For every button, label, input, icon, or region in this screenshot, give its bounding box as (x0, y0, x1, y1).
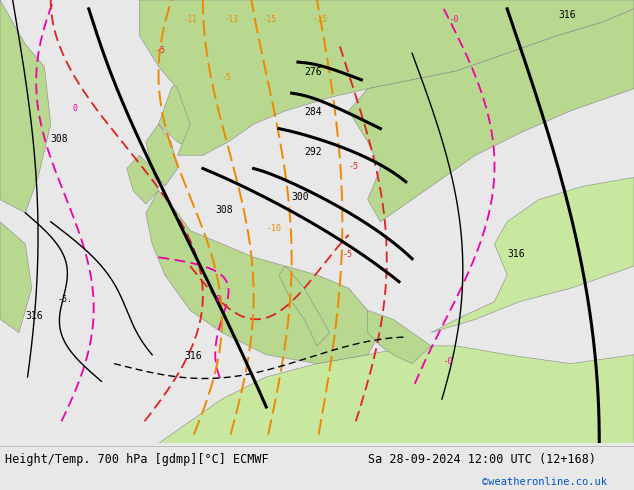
Text: 292: 292 (304, 147, 322, 157)
Polygon shape (349, 9, 634, 221)
Text: -5: -5 (155, 46, 165, 55)
Polygon shape (158, 346, 634, 443)
Polygon shape (279, 266, 330, 346)
Text: 284: 284 (304, 107, 322, 117)
Polygon shape (127, 155, 158, 204)
Text: -5: -5 (222, 73, 232, 82)
Polygon shape (146, 124, 178, 186)
Text: -0: -0 (444, 357, 453, 366)
Polygon shape (0, 0, 51, 213)
Text: Sa 28-09-2024 12:00 UTC (12+168): Sa 28-09-2024 12:00 UTC (12+168) (368, 453, 596, 466)
Text: 308: 308 (216, 205, 233, 215)
Text: 316: 316 (558, 10, 576, 20)
Polygon shape (368, 311, 431, 364)
Text: -13: -13 (225, 15, 239, 24)
Text: -10: -10 (266, 223, 281, 233)
Polygon shape (431, 177, 634, 333)
Text: -15: -15 (263, 15, 277, 24)
Text: ©weatheronline.co.uk: ©weatheronline.co.uk (482, 477, 607, 487)
Polygon shape (0, 221, 32, 333)
Text: 316: 316 (184, 351, 202, 361)
Text: 276: 276 (304, 68, 322, 77)
Text: -11: -11 (184, 15, 198, 24)
Text: 308: 308 (51, 134, 68, 144)
Polygon shape (146, 191, 380, 364)
Text: 316: 316 (25, 311, 43, 321)
Text: 0: 0 (216, 294, 221, 303)
Text: -5: -5 (342, 250, 353, 259)
Polygon shape (139, 0, 634, 155)
Text: -5.: -5. (57, 294, 72, 303)
Text: -5: -5 (349, 162, 359, 171)
Text: -0: -0 (450, 15, 460, 24)
Text: 0: 0 (73, 104, 78, 113)
Text: 300: 300 (292, 192, 309, 201)
Text: Height/Temp. 700 hPa [gdmp][°C] ECMWF: Height/Temp. 700 hPa [gdmp][°C] ECMWF (5, 453, 269, 466)
Text: -15: -15 (314, 15, 328, 24)
Text: 316: 316 (507, 249, 525, 259)
Polygon shape (139, 0, 228, 155)
